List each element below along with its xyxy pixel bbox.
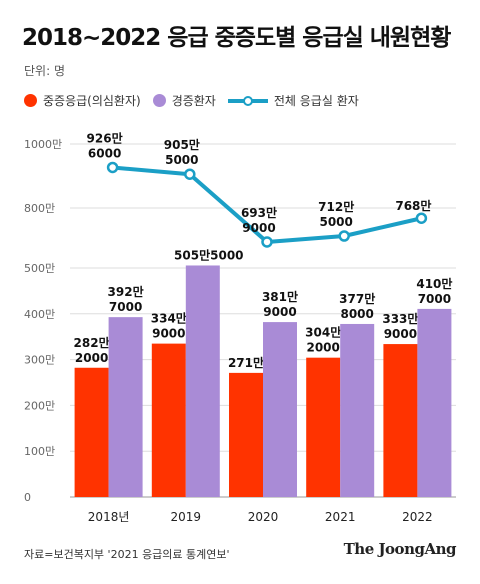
- legend-dot-severe: [24, 94, 37, 107]
- legend-label-total: 전체 응급실 환자: [273, 94, 359, 108]
- legend: 중증응급(의심환자) 경증환자 전체 응급실 환자: [24, 92, 371, 109]
- legend-line-total: [227, 95, 268, 106]
- mild-bar: [108, 317, 143, 497]
- brand-logo: The JoongAng: [343, 540, 457, 558]
- y-tick-label-line: 1000만: [24, 138, 62, 151]
- y-tick-label-bar: 200만: [24, 399, 55, 412]
- severe-bar: [74, 367, 109, 497]
- mild-bar: [340, 323, 375, 497]
- severe-bar: [306, 357, 341, 497]
- total-value-label: 905만 5000: [164, 137, 200, 167]
- total-point: [184, 168, 196, 180]
- total-point: [106, 161, 119, 174]
- total-point: [338, 230, 350, 242]
- severe-bar: [383, 344, 418, 497]
- mild-value-label: 381만 9000: [262, 289, 298, 319]
- y-tick-label-bar: 300만: [24, 354, 55, 367]
- y-tick-label-bar: 400만: [24, 308, 55, 321]
- total-value-label: 768만: [395, 198, 431, 213]
- severe-bar: [229, 372, 263, 497]
- legend-item-total: 전체 응급실 환자: [227, 92, 359, 109]
- mild-value-label: 410만 7000: [416, 276, 452, 306]
- mild-value-label: 377만 8000: [339, 291, 375, 321]
- mild-value-label: 392만 7000: [108, 284, 144, 314]
- severe-value-label: 282만 2000: [74, 335, 110, 365]
- x-tick-label: 2018년: [88, 510, 130, 524]
- severe-value-label: 304만 2000: [305, 325, 341, 355]
- severe-value-label: 334만 9000: [151, 311, 187, 341]
- x-tick-label: 2021: [325, 510, 356, 524]
- y-tick-label-line: 800만: [24, 202, 55, 215]
- total-value-label: 693만 9000: [241, 205, 277, 235]
- legend-label-severe: 중증응급(의심환자): [43, 94, 141, 108]
- x-tick-label: 2022: [402, 510, 433, 524]
- severe-bar: [151, 343, 186, 497]
- source-note: 자료=보건복지부 '2021 응급의료 통계연보': [24, 548, 230, 561]
- chart-title: 2018~2022 응급 중증도별 응급실 내원현황: [22, 25, 451, 51]
- legend-label-mild: 경증환자: [171, 94, 216, 108]
- total-value-label: 926만 6000: [87, 130, 123, 160]
- mild-value-label: 505만5000: [174, 247, 244, 262]
- y-tick-label-bar: 500만: [24, 262, 55, 275]
- mild-bar: [417, 308, 452, 497]
- x-tick-label: 2019: [171, 510, 202, 524]
- mild-bar: [263, 322, 297, 497]
- y-tick-label-bar: 100만: [24, 445, 55, 458]
- legend-item-severe: 중증응급(의심환자): [24, 92, 141, 109]
- y-tick-label-bar: 0: [24, 491, 31, 504]
- total-value-label: 712만 5000: [318, 199, 354, 229]
- x-tick-label: 2020: [248, 510, 279, 524]
- severe-value-label: 333만 9000: [382, 311, 418, 341]
- total-point: [415, 212, 428, 224]
- severe-value-label: 271만: [228, 355, 264, 370]
- mild-bar: [185, 265, 220, 497]
- unit-label: 단위: 명: [24, 64, 65, 78]
- legend-item-mild: 경증환자: [152, 92, 216, 109]
- legend-dot-mild: [152, 94, 166, 107]
- total-point: [261, 236, 273, 248]
